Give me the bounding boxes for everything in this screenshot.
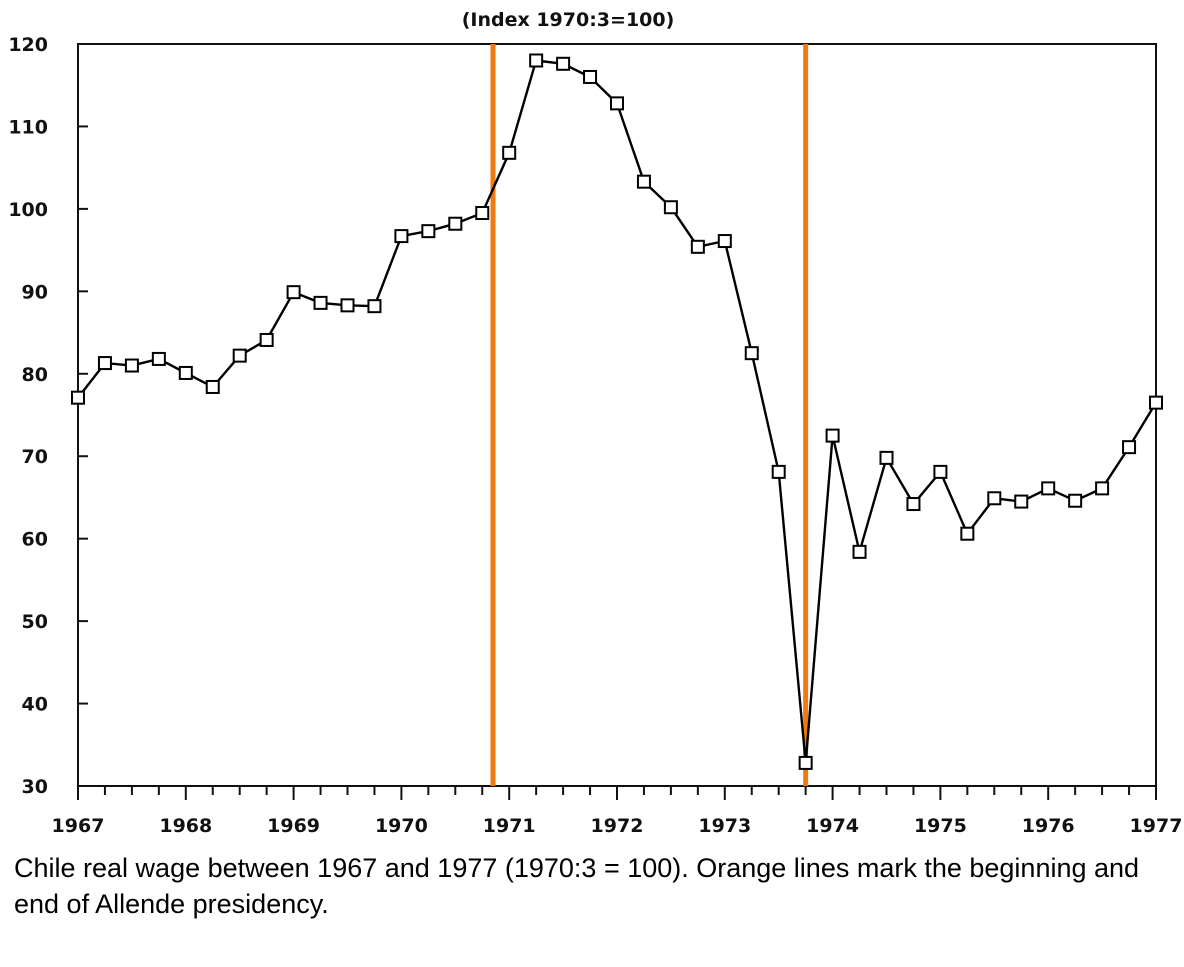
data-point	[556, 56, 571, 71]
x-tick-label: 1967	[52, 815, 105, 837]
x-tick-label: 1970	[375, 815, 428, 837]
series-line	[77, 59, 1158, 764]
x-tick-label: 1971	[483, 815, 536, 837]
y-tick-label: 100	[8, 199, 48, 221]
data-point	[232, 348, 247, 363]
data-point	[367, 299, 382, 314]
data-point	[313, 295, 328, 310]
data-point	[663, 200, 678, 215]
data-point	[286, 285, 301, 300]
x-tick-label: 1977	[1130, 815, 1183, 837]
plot-frame	[77, 43, 1157, 787]
y-tick-label: 120	[8, 34, 48, 56]
data-point	[744, 346, 759, 361]
figure-caption: Chile real wage between 1967 and 1977 (1…	[14, 853, 1140, 919]
data-point	[421, 224, 436, 239]
data-point	[987, 491, 1002, 506]
data-point	[825, 428, 840, 443]
data-point	[475, 206, 490, 221]
y-tick-label: 30	[22, 776, 48, 798]
x-tick-label: 1973	[698, 815, 751, 837]
data-point	[97, 356, 112, 371]
wage-series	[71, 53, 1163, 770]
data-point	[610, 96, 624, 111]
x-tick-label: 1972	[591, 815, 644, 837]
data-point	[933, 464, 948, 479]
data-point	[259, 332, 274, 347]
x-tick-label: 1968	[159, 815, 212, 837]
data-point	[960, 526, 975, 541]
data-point	[717, 234, 732, 249]
data-point	[1095, 481, 1110, 496]
data-point	[798, 755, 813, 770]
data-point	[529, 53, 544, 68]
y-tick-label: 40	[22, 694, 48, 716]
y-tick-label: 90	[22, 281, 48, 303]
data-point	[1149, 395, 1163, 410]
data-point	[906, 497, 921, 512]
data-point	[1014, 494, 1029, 509]
x-tick-label: 1975	[914, 815, 967, 837]
data-point	[151, 351, 166, 366]
data-point	[394, 229, 409, 244]
data-point	[205, 379, 220, 394]
presidency-markers	[490, 44, 809, 786]
data-point	[636, 174, 651, 189]
data-point	[690, 239, 705, 254]
x-tick-label: 1974	[806, 815, 859, 837]
y-axis: 30 40 50 60 70 80 90 100 110 120	[8, 34, 88, 798]
y-tick-label: 60	[22, 529, 48, 551]
y-tick-label: 50	[22, 611, 48, 633]
y-tick-label: 70	[22, 446, 48, 468]
data-point	[448, 216, 463, 231]
data-point	[340, 298, 355, 313]
x-tick-label: 1969	[267, 815, 320, 837]
data-point	[1041, 481, 1056, 496]
data-point	[178, 365, 193, 380]
data-point	[771, 464, 786, 479]
data-point	[502, 145, 517, 160]
y-tick-label: 110	[8, 116, 48, 138]
data-point	[124, 358, 139, 373]
chart-title: (Index 1970:3=100)	[462, 9, 675, 31]
data-point	[879, 450, 894, 465]
x-axis: 1967 1968 1969 1970 1971 1972 1973 1974 1975 1976…	[52, 786, 1183, 837]
data-point	[852, 544, 867, 559]
data-point	[583, 69, 598, 84]
x-tick-label: 1976	[1022, 815, 1075, 837]
data-point	[1122, 440, 1137, 455]
y-tick-label: 80	[22, 364, 48, 386]
data-point	[71, 390, 85, 405]
data-point	[1068, 493, 1083, 508]
